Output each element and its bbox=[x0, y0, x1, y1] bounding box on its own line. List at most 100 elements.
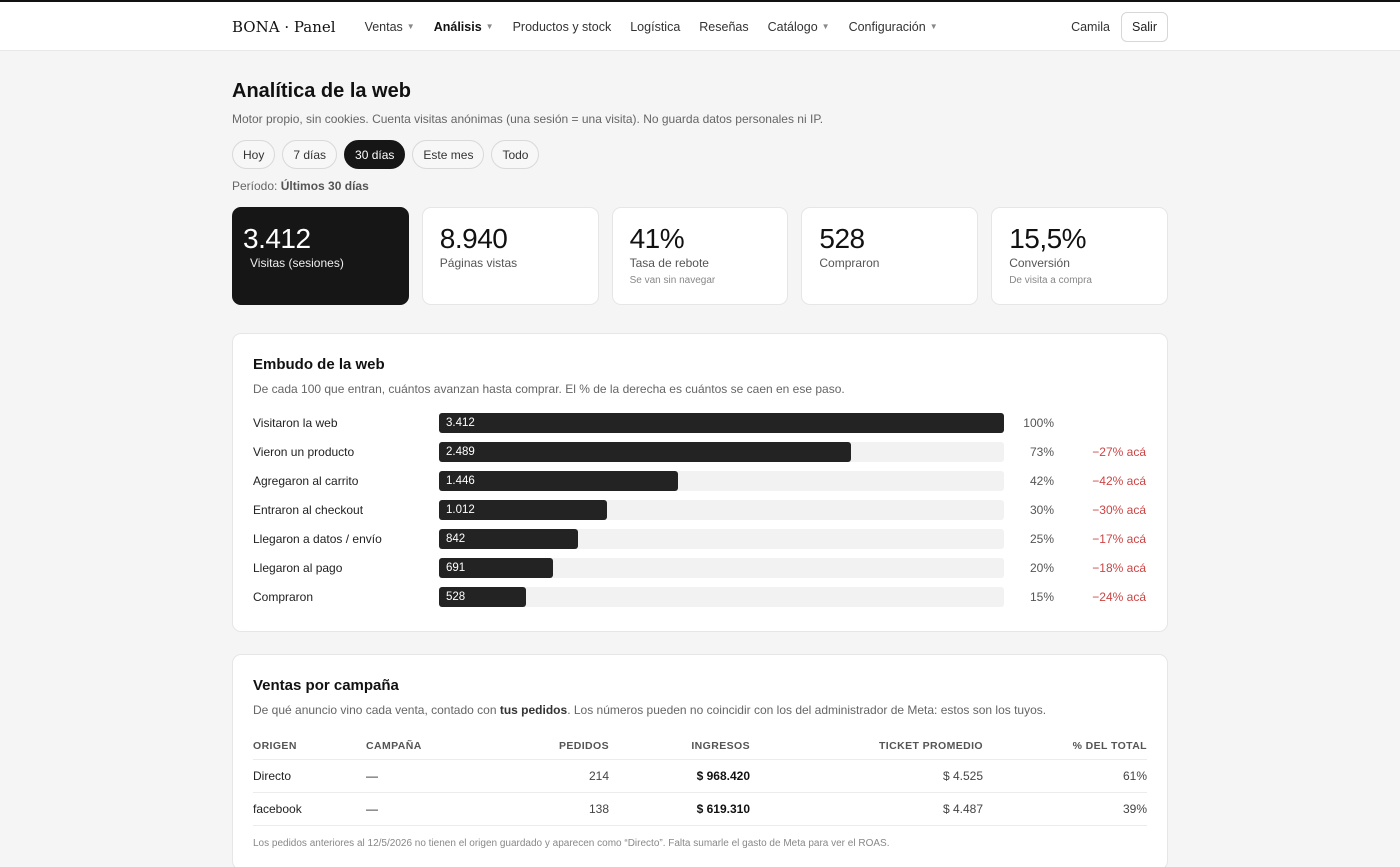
kpi-label: Visitas (sesiones) bbox=[250, 256, 344, 270]
kpi-label: Compraron bbox=[819, 256, 880, 270]
period-button-este-mes[interactable]: Este mes bbox=[412, 140, 485, 169]
logout-button[interactable]: Salir bbox=[1120, 11, 1168, 42]
funnel-row: Llegaron al pago 691 20% −18% acá bbox=[253, 553, 1147, 582]
funnel-bar-count: 691 bbox=[446, 561, 466, 574]
main-nav: Ventas ▼ Análisis ▼ Productos y stock Logí… bbox=[365, 20, 938, 34]
table-header-row: Origen Campaña Pedidos Ingresos Ticket p… bbox=[253, 729, 1147, 760]
funnel-bar-count: 2.489 bbox=[446, 445, 475, 458]
campaigns-table: Origen Campaña Pedidos Ingresos Ticket p… bbox=[253, 729, 1147, 826]
funnel-step-percent: 42% bbox=[1029, 473, 1054, 488]
funnel-step-percent: 73% bbox=[1029, 444, 1054, 459]
funnel-bar-track: 842 bbox=[439, 528, 1004, 549]
funnel-step-label: Compraron bbox=[253, 589, 314, 604]
page-subtitle: Motor propio, sin cookies. Cuenta visita… bbox=[232, 112, 824, 126]
cell-campaign: — bbox=[366, 759, 506, 793]
kpi-value: 41% bbox=[629, 223, 685, 254]
kpi-card-visitas: 3.412 Visitas (sesiones) bbox=[232, 207, 409, 305]
kpi-cards: 3.412 Visitas (sesiones) 8.940 Páginas v… bbox=[232, 207, 1168, 305]
campaigns-footnote: Los pedidos anteriores al 12/5/2026 no t… bbox=[253, 838, 890, 849]
nav-item-logistica[interactable]: Logística bbox=[630, 20, 680, 34]
funnel-step-percent: 100% bbox=[1023, 415, 1054, 430]
nav-item-configuracion[interactable]: Configuración ▼ bbox=[849, 20, 938, 34]
funnel-step-percent: 30% bbox=[1029, 502, 1054, 517]
nav-item-analisis[interactable]: Análisis ▼ bbox=[434, 20, 494, 34]
funnel-step-percent: 25% bbox=[1029, 531, 1054, 546]
nav-item-ventas[interactable]: Ventas ▼ bbox=[365, 20, 415, 34]
kpi-label: Conversión bbox=[1009, 256, 1070, 270]
campaigns-title: Ventas por campaña bbox=[253, 677, 399, 694]
funnel-row: Llegaron a datos / envío 842 25% −17% acá bbox=[253, 524, 1147, 553]
chevron-down-icon: ▼ bbox=[485, 22, 494, 31]
kpi-card-compraron: 528 Compraron bbox=[801, 207, 979, 305]
nav-item-resenas[interactable]: Reseñas bbox=[699, 20, 748, 34]
kpi-label: Páginas vistas bbox=[439, 256, 518, 270]
cell-ticket: $ 4.525 bbox=[750, 759, 983, 793]
column-header-pedidos: Pedidos bbox=[506, 729, 609, 760]
funnel-step-label: Vieron un producto bbox=[253, 444, 355, 459]
funnel-rows: Visitaron la web 3.412 100% Vieron un produ… bbox=[253, 408, 1147, 611]
period-button-30-dias[interactable]: 30 días bbox=[344, 140, 406, 169]
desc-text: . Los números pueden no coincidir con lo… bbox=[567, 703, 1047, 717]
period-button-hoy[interactable]: Hoy bbox=[232, 140, 276, 169]
funnel-bar-count: 842 bbox=[446, 532, 466, 545]
campaigns-card: Ventas por campaña De qué anuncio vino c… bbox=[232, 654, 1168, 867]
funnel-bar bbox=[439, 441, 852, 462]
nav-item-productos[interactable]: Productos y stock bbox=[513, 20, 612, 34]
column-header-ingresos: Ingresos bbox=[609, 729, 750, 760]
table-row: Directo — 214 $ 968.420 $ 4.525 61% bbox=[253, 759, 1147, 793]
funnel-step-label: Llegaron a datos / envío bbox=[253, 531, 382, 546]
funnel-step-label: Agregaron al carrito bbox=[253, 473, 359, 488]
cell-origin: Directo bbox=[253, 759, 366, 793]
main-content: Analítica de la web Motor propio, sin co… bbox=[232, 51, 1168, 867]
kpi-value: 15,5% bbox=[1009, 223, 1087, 254]
funnel-bar-track: 1.012 bbox=[439, 499, 1004, 520]
period-button-todo[interactable]: Todo bbox=[491, 140, 540, 169]
cell-orders: 138 bbox=[506, 792, 609, 826]
brand-logo[interactable]: BONA · Panel bbox=[232, 17, 336, 36]
nav-label: Catálogo bbox=[767, 19, 818, 34]
kpi-label: Tasa de rebote bbox=[629, 256, 709, 270]
cell-revenue: $ 968.420 bbox=[609, 759, 750, 793]
funnel-step-label: Llegaron al pago bbox=[253, 560, 343, 575]
funnel-row: Agregaron al carrito 1.446 42% −42% acá bbox=[253, 466, 1147, 495]
column-header-total: % del total bbox=[983, 729, 1147, 760]
top-navbar: BONA · Panel Ventas ▼ Análisis ▼ Productos… bbox=[0, 2, 1400, 51]
funnel-step-label: Entraron al checkout bbox=[253, 502, 364, 517]
funnel-description: De cada 100 que entran, cuántos avanzan … bbox=[253, 382, 845, 396]
nav-label: Productos y stock bbox=[512, 19, 612, 34]
nav-label: Logística bbox=[630, 19, 681, 34]
cell-revenue: $ 619.310 bbox=[609, 792, 750, 826]
kpi-value: 528 bbox=[819, 223, 865, 254]
user-name[interactable]: Camila bbox=[1071, 19, 1110, 34]
column-header-origen: Origen bbox=[253, 729, 366, 760]
table-row: facebook — 138 $ 619.310 $ 4.487 39% bbox=[253, 792, 1147, 826]
nav-label: Reseñas bbox=[699, 19, 749, 34]
kpi-card-conversion: 15,5% Conversión De visita a compra bbox=[991, 207, 1168, 305]
funnel-bar-track: 1.446 bbox=[439, 470, 1004, 491]
chevron-down-icon: ▼ bbox=[406, 22, 415, 31]
funnel-bar bbox=[439, 470, 679, 491]
period-button-7-dias[interactable]: 7 días bbox=[282, 140, 338, 169]
cell-orders: 214 bbox=[506, 759, 609, 793]
funnel-bar-count: 528 bbox=[446, 590, 466, 603]
funnel-step-drop: −17% acá bbox=[1092, 531, 1146, 546]
funnel-bar-count: 1.446 bbox=[446, 474, 475, 487]
chevron-down-icon: ▼ bbox=[821, 22, 830, 31]
funnel-row: Compraron 528 15% −24% acá bbox=[253, 582, 1147, 611]
kpi-value: 8.940 bbox=[439, 223, 508, 254]
funnel-bar bbox=[439, 586, 527, 607]
kpi-card-paginas-vistas: 8.940 Páginas vistas bbox=[421, 207, 599, 305]
chevron-down-icon: ▼ bbox=[929, 22, 938, 31]
period-value: Últimos 30 días bbox=[280, 179, 369, 193]
cell-share: 61% bbox=[983, 759, 1147, 793]
period-selector: Hoy 7 días 30 días Este mes Todo bbox=[232, 140, 1168, 169]
period-label: Período: Últimos 30 días bbox=[232, 179, 1168, 193]
funnel-step-drop: −30% acá bbox=[1092, 502, 1146, 517]
funnel-step-drop: −27% acá bbox=[1092, 444, 1146, 459]
kpi-note: De visita a compra bbox=[1009, 275, 1092, 286]
funnel-bar bbox=[439, 499, 607, 520]
cell-ticket: $ 4.487 bbox=[750, 792, 983, 826]
nav-item-catalogo[interactable]: Catálogo ▼ bbox=[768, 20, 830, 34]
funnel-bar-count: 1.012 bbox=[446, 503, 475, 516]
funnel-bar-track: 3.412 bbox=[439, 412, 1004, 433]
